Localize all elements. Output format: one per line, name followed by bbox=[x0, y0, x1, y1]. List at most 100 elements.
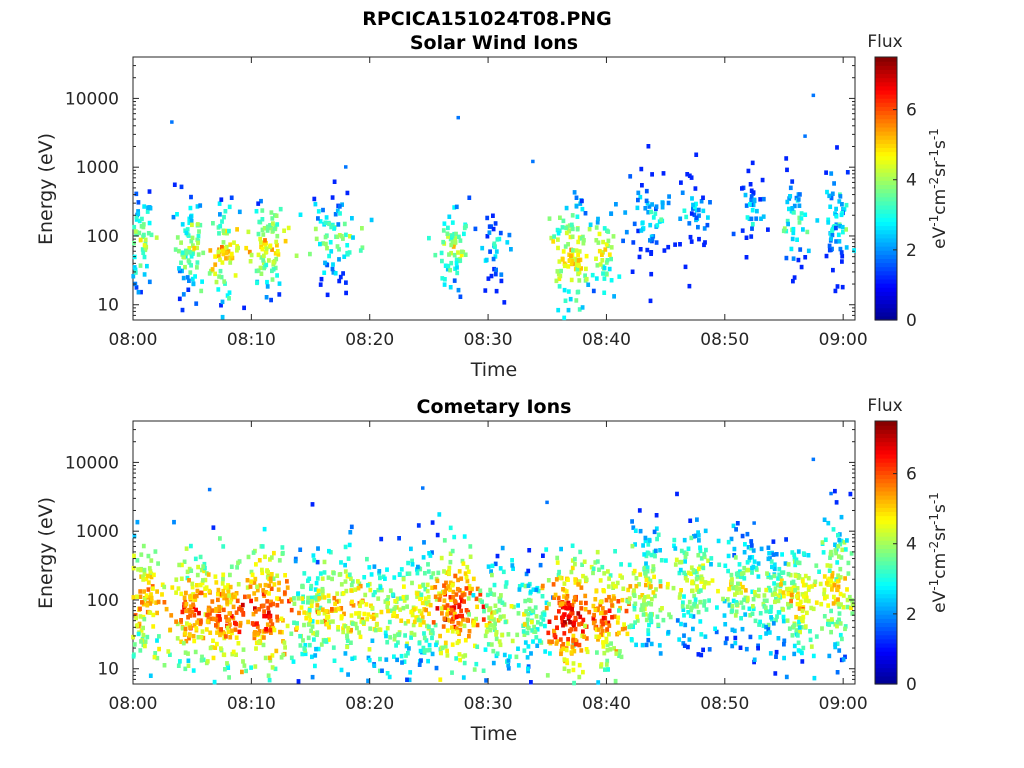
heatmap-cell bbox=[399, 596, 403, 601]
heatmap-cell bbox=[177, 562, 182, 568]
heatmap-cell bbox=[278, 629, 282, 635]
colorbar-segment bbox=[875, 143, 897, 149]
heatmap-cell bbox=[206, 572, 211, 577]
heatmap-cell bbox=[370, 605, 375, 611]
heatmap-cell bbox=[339, 582, 344, 587]
heatmap-cell bbox=[322, 559, 327, 565]
heatmap-cell bbox=[565, 658, 569, 663]
heatmap-cell bbox=[264, 249, 269, 255]
heatmap-cell bbox=[638, 528, 643, 534]
heatmap-cell bbox=[824, 581, 829, 586]
heatmap-cell bbox=[587, 609, 592, 615]
heatmap-cell bbox=[456, 115, 460, 120]
heatmap-cell bbox=[649, 641, 654, 647]
heatmap-cell bbox=[219, 646, 223, 651]
heatmap-cell bbox=[626, 587, 631, 593]
heatmap-cell bbox=[602, 226, 607, 231]
heatmap-cell bbox=[772, 573, 777, 579]
heatmap-cell bbox=[253, 664, 258, 669]
heatmap-cell bbox=[729, 536, 734, 542]
heatmap-cell bbox=[730, 603, 735, 609]
heatmap-cell bbox=[547, 216, 552, 221]
heatmap-cell bbox=[147, 279, 152, 285]
heatmap-cell bbox=[498, 614, 503, 620]
heatmap-cell bbox=[426, 569, 431, 574]
heatmap-cell bbox=[326, 575, 331, 580]
heatmap-cell bbox=[142, 589, 146, 594]
heatmap-cell bbox=[758, 611, 763, 616]
heatmap-cell bbox=[749, 194, 754, 199]
heatmap-cell bbox=[193, 556, 198, 562]
heatmap-cell bbox=[454, 204, 459, 210]
heatmap-cell bbox=[313, 663, 317, 669]
heatmap-cell bbox=[462, 599, 466, 604]
heatmap-cell bbox=[772, 566, 777, 572]
heatmap-cell bbox=[829, 171, 834, 176]
heatmap-cell bbox=[803, 134, 807, 138]
heatmap-cell bbox=[417, 584, 422, 589]
heatmap-cell bbox=[275, 573, 280, 578]
heatmap-cell bbox=[142, 254, 147, 260]
heatmap-cell bbox=[835, 560, 840, 565]
heatmap-cell bbox=[360, 245, 365, 250]
heatmap-cell bbox=[837, 611, 842, 616]
heatmap-cell bbox=[740, 228, 745, 233]
heatmap-cell bbox=[146, 231, 151, 236]
heatmap-cell bbox=[795, 560, 800, 565]
heatmap-cell bbox=[149, 558, 154, 563]
heatmap-cell bbox=[644, 602, 649, 607]
heatmap-cell bbox=[345, 252, 350, 257]
heatmap-cell bbox=[168, 652, 172, 657]
heatmap-cell bbox=[257, 558, 262, 563]
heatmap-cell bbox=[696, 224, 700, 230]
heatmap-cell bbox=[475, 604, 479, 610]
heatmap-cell bbox=[569, 569, 574, 575]
heatmap-cell bbox=[431, 620, 436, 625]
heatmap-cell bbox=[799, 216, 804, 221]
colorbar-segment bbox=[875, 638, 897, 644]
heatmap-cell bbox=[399, 653, 404, 659]
heatmap-cell bbox=[343, 544, 348, 550]
heatmap-cell bbox=[801, 645, 806, 651]
heatmap-cell bbox=[653, 593, 657, 599]
heatmap-cell bbox=[333, 271, 338, 276]
heatmap-cell bbox=[572, 599, 576, 604]
heatmap-cell bbox=[350, 216, 354, 221]
heatmap-cell bbox=[782, 226, 787, 231]
heatmap-cell bbox=[437, 512, 442, 517]
heatmap-cell bbox=[275, 249, 280, 254]
heatmap-cell bbox=[830, 617, 834, 622]
heatmap-cell bbox=[221, 572, 226, 577]
colorbar-segment bbox=[875, 601, 897, 607]
heatmap-cell bbox=[498, 566, 503, 571]
heatmap-cell bbox=[266, 610, 271, 615]
heatmap-cell bbox=[157, 646, 161, 652]
heatmap-cell bbox=[694, 201, 698, 207]
heatmap-cell bbox=[739, 590, 743, 595]
heatmap-cell bbox=[241, 659, 245, 664]
heatmap-cell bbox=[458, 238, 463, 243]
heatmap-cell bbox=[706, 580, 711, 586]
heatmap-cell bbox=[227, 228, 231, 234]
heatmap-cell bbox=[561, 642, 566, 647]
heatmap-cell bbox=[827, 568, 832, 573]
heatmap-cell bbox=[685, 172, 690, 177]
heatmap-cell bbox=[782, 642, 786, 647]
heatmap-cell bbox=[814, 600, 819, 605]
heatmap-cell bbox=[191, 602, 195, 607]
x-tick-label: 08:10 bbox=[227, 330, 276, 350]
heatmap-cell bbox=[742, 597, 746, 603]
heatmap-cell bbox=[566, 264, 571, 269]
heatmap-cell bbox=[262, 226, 267, 231]
heatmap-cell bbox=[618, 605, 622, 611]
heatmap-cell bbox=[752, 659, 756, 665]
heatmap-cell bbox=[735, 602, 739, 608]
heatmap-cell bbox=[250, 621, 255, 626]
heatmap-cell bbox=[262, 635, 266, 640]
heatmap-cell bbox=[441, 228, 446, 233]
colorbar-segment bbox=[875, 65, 897, 70]
heatmap-cell bbox=[492, 582, 497, 588]
heatmap-cell bbox=[214, 606, 219, 612]
heatmap-cell bbox=[337, 247, 341, 252]
heatmap-cell bbox=[215, 630, 219, 635]
